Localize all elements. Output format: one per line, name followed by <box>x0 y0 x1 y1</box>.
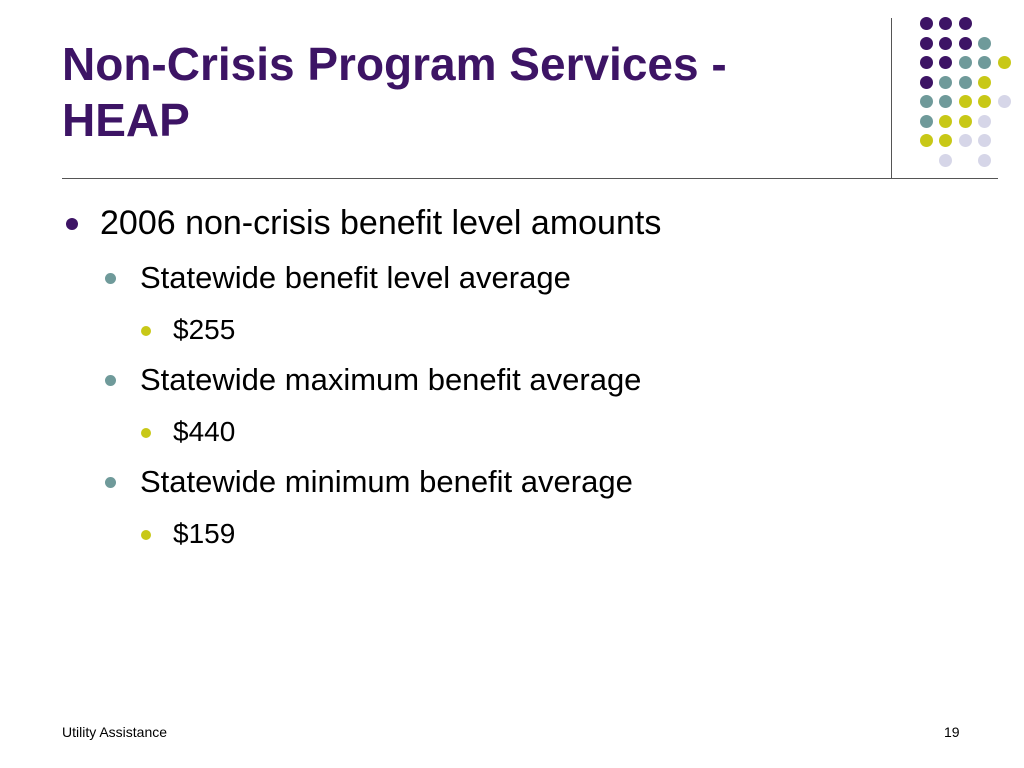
decorative-dot <box>958 75 972 89</box>
decorative-dot <box>978 36 991 50</box>
bullet-text: Statewide maximum benefit average <box>140 362 642 397</box>
bullet-text: $255 <box>173 314 236 345</box>
bullet-text: $440 <box>173 416 236 447</box>
decorative-dot <box>939 95 952 108</box>
bullet-text: $159 <box>173 518 236 549</box>
horizontal-divider <box>62 178 998 179</box>
bullet-item: $440 <box>141 416 236 448</box>
bullet-item: Statewide maximum benefit average <box>105 362 642 398</box>
decorative-dot <box>939 114 952 128</box>
decorative-dot <box>978 75 991 89</box>
decorative-dot <box>939 17 952 30</box>
bullet-text: 2006 non-crisis benefit level amounts <box>100 204 662 242</box>
decorative-dot <box>978 56 991 69</box>
vertical-divider <box>891 18 892 178</box>
decorative-dot <box>939 153 952 167</box>
bullet-item: Statewide minimum benefit average <box>105 464 633 500</box>
page-number: 19 <box>944 724 960 740</box>
bullet-item: $159 <box>141 518 236 550</box>
bullet-text: Statewide minimum benefit average <box>140 464 633 499</box>
decorative-dot <box>939 134 952 147</box>
decorative-dot <box>958 56 972 69</box>
bullet-item: $255 <box>141 314 236 346</box>
bullet-text: Statewide benefit level average <box>140 260 571 295</box>
decorative-dot <box>958 95 972 108</box>
bullet-dot-icon <box>141 326 151 336</box>
decorative-dot <box>919 75 933 89</box>
decorative-dot <box>919 95 933 108</box>
decorative-dot <box>978 153 991 167</box>
decorative-dot <box>958 17 972 30</box>
slide-title: Non-Crisis Program Services - HEAP <box>62 36 862 148</box>
bullet-dot-icon <box>66 218 78 230</box>
bullet-dot-icon <box>141 428 151 438</box>
decorative-dot <box>939 56 952 69</box>
decorative-dot <box>919 36 933 50</box>
bullet-dot-icon <box>141 530 151 540</box>
bullet-dot-icon <box>105 273 116 284</box>
decorative-dot <box>919 134 933 147</box>
decorative-dot <box>958 36 972 50</box>
decorative-dot <box>939 36 952 50</box>
decorative-dot-grid <box>0 0 1024 180</box>
decorative-dot <box>919 17 933 30</box>
decorative-dot <box>958 114 972 128</box>
decorative-dot <box>997 95 1011 108</box>
bullet-dot-icon <box>105 477 116 488</box>
decorative-dot <box>978 114 991 128</box>
title-line-2: HEAP <box>62 94 190 146</box>
bullet-item: Statewide benefit level average <box>105 260 571 296</box>
decorative-dot <box>978 134 991 147</box>
decorative-dot <box>958 134 972 147</box>
decorative-dot <box>919 56 933 69</box>
footer-label: Utility Assistance <box>62 724 168 740</box>
bullet-dot-icon <box>105 375 116 386</box>
decorative-dot <box>919 114 933 128</box>
decorative-dot <box>978 95 991 108</box>
decorative-dot <box>997 56 1011 69</box>
title-line-1: Non-Crisis Program Services - <box>62 38 727 90</box>
decorative-dot <box>939 75 952 89</box>
bullet-item: 2006 non-crisis benefit level amounts <box>66 204 662 243</box>
